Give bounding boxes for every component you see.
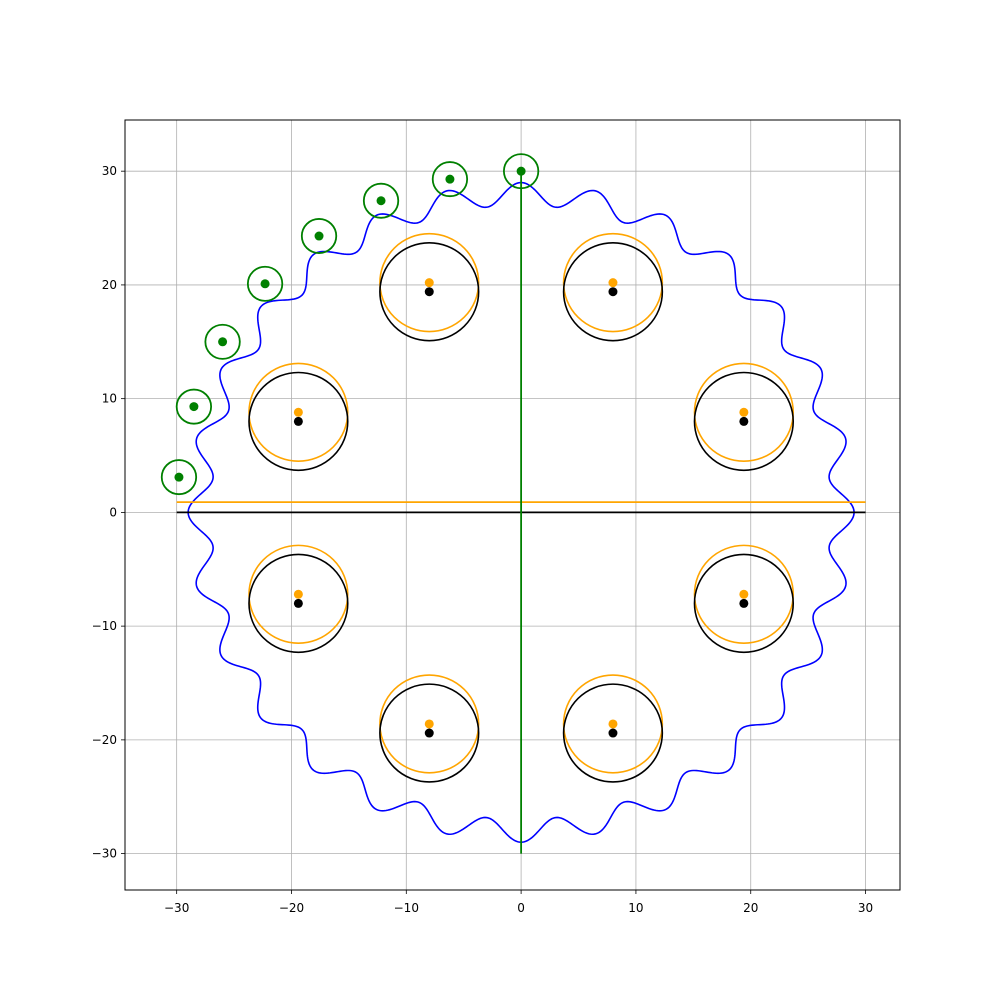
x-tick-label: 30: [858, 901, 873, 915]
plot-area: [160, 153, 866, 854]
pin-center-point: [376, 196, 386, 206]
y-tick-label: 30: [102, 164, 117, 178]
pin-center-point: [314, 231, 324, 241]
axis-ticks: −30 −20 −10 0 10 20 30 −30 −20 −10 0 10 20 30: [92, 164, 874, 915]
reference-hole-center-point: [293, 598, 303, 608]
reference-hole-circle: [693, 371, 795, 472]
pin-center-point: [260, 279, 270, 289]
y-tick-label: −10: [92, 619, 117, 633]
pin-circle: [160, 459, 198, 496]
y-tick-label: 10: [102, 392, 117, 406]
reference-hole-circle: [248, 371, 349, 472]
axes-frame: [124, 119, 901, 891]
reference-hole-center-point: [608, 287, 618, 297]
pin-center-point: [445, 174, 455, 184]
offset-hole-center-point: [424, 278, 434, 288]
pin-circle: [300, 218, 338, 254]
y-tick-label: 20: [102, 278, 117, 292]
reference-hole-center-point: [739, 598, 749, 608]
offset-hole-center-point: [293, 407, 303, 417]
pin-circle: [204, 323, 241, 360]
pin-center-point: [174, 472, 184, 482]
x-tick-label: 10: [628, 901, 643, 915]
pin-center-point: [189, 402, 199, 412]
reference-hole-center-point: [739, 416, 749, 426]
pin-circle: [431, 161, 469, 198]
reference-hole-circle: [379, 242, 480, 342]
pin-circle: [502, 153, 540, 190]
y-tick-label: 0: [109, 505, 117, 519]
offset-hole-center-point: [424, 719, 434, 729]
reference-hole-center-point: [293, 416, 303, 426]
x-tick-label: −20: [279, 901, 304, 915]
reference-hole-center-point: [424, 728, 434, 738]
reference-hole-circle: [562, 683, 664, 783]
reference-hole-center-point: [424, 287, 434, 297]
y-tick-label: −20: [92, 733, 117, 747]
x-tick-label: 0: [517, 901, 525, 915]
y-tick-label: −30: [92, 847, 117, 861]
pin-center-point: [516, 166, 526, 176]
x-tick-label: 20: [743, 901, 758, 915]
offset-hole-center-point: [608, 278, 618, 288]
offset-hole-center-point: [293, 589, 303, 599]
pin-circle: [246, 265, 284, 302]
pin-circle: [175, 388, 213, 425]
offset-hole-center-point: [739, 589, 749, 599]
offset-hole-center-point: [608, 719, 618, 729]
reference-hole-center-point: [608, 728, 618, 738]
reference-hole-circle: [693, 553, 795, 654]
offset-hole-center-point: [739, 407, 749, 417]
pin-center-point: [218, 337, 228, 347]
x-tick-label: −10: [394, 901, 419, 915]
reference-hole-circle: [562, 242, 664, 342]
reference-hole-circle: [379, 683, 480, 783]
x-tick-label: −30: [164, 901, 189, 915]
pin-circle: [362, 182, 400, 219]
reference-hole-circle: [248, 553, 349, 654]
